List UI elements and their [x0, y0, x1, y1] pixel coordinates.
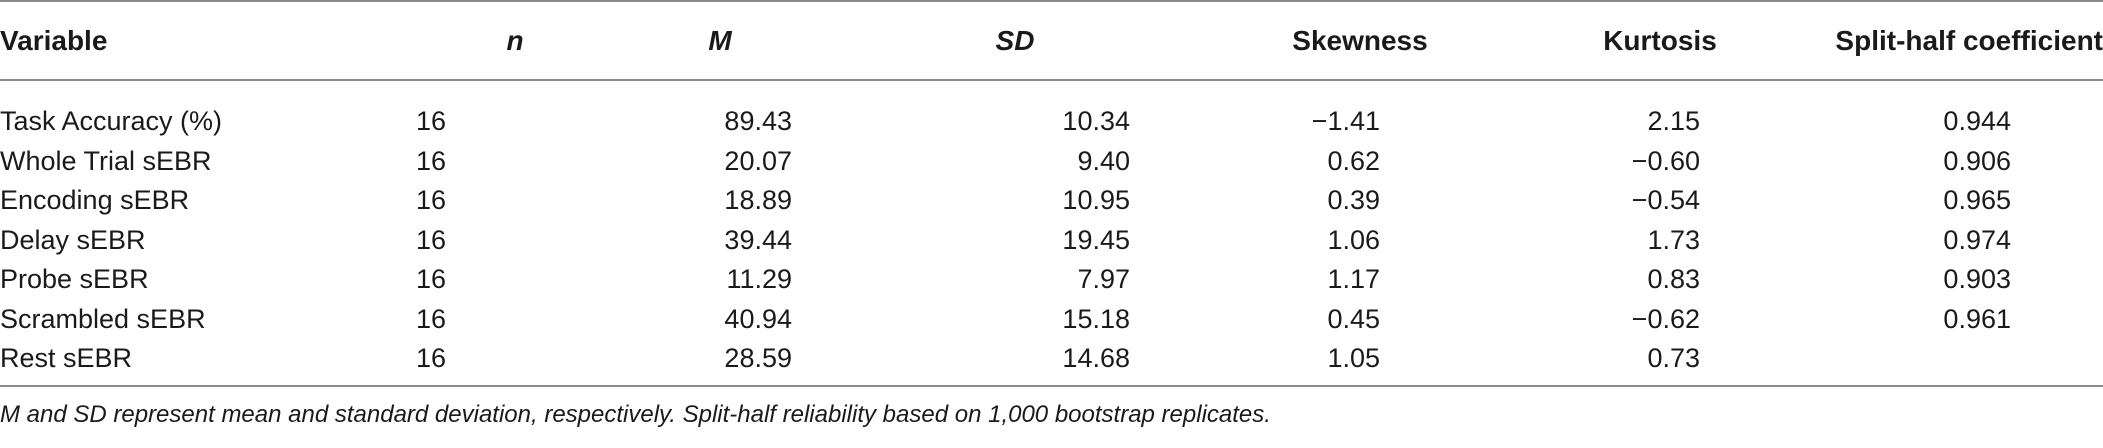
- cell-split-half: 0.903: [1943, 264, 2011, 295]
- cell-variable: Encoding sEBR: [0, 185, 190, 216]
- cell-kurtosis: −0.62: [1631, 303, 1700, 334]
- cell-kurtosis: 2.15: [1647, 106, 1700, 137]
- cell-kurtosis: −0.60: [1631, 145, 1700, 176]
- table-row: Scrambled sEBR 16 40.94 15.18 0.45 −0.62…: [0, 300, 2103, 340]
- cell-kurtosis: 0.83: [1647, 264, 1700, 295]
- table-row: Encoding sEBR 16 18.89 10.95 0.39 −0.54 …: [0, 181, 2103, 221]
- cell-skewness: 1.05: [1130, 339, 1440, 387]
- cell-n: 16: [416, 185, 447, 216]
- cell-variable: Whole Trial sEBR: [0, 145, 212, 176]
- table-header: Variable n M SD Skewness Kurtosis Split-…: [0, 0, 2103, 81]
- cell-m: 28.59: [580, 339, 840, 387]
- cell-skewness: 0.45: [1327, 303, 1380, 334]
- cell-variable: Delay sEBR: [0, 224, 146, 255]
- cell-n: 16: [416, 106, 447, 137]
- cell-split-half: 0.944: [1943, 106, 2011, 137]
- cell-n: 16: [416, 264, 447, 295]
- header-variable: Variable: [0, 0, 400, 81]
- cell-split-half: 0.965: [1943, 185, 2011, 216]
- cell-split-half: 0.974: [1943, 224, 2011, 255]
- cell-kurtosis: −0.54: [1631, 185, 1700, 216]
- cell-m: 20.07: [724, 145, 792, 176]
- descriptive-statistics-table-container: Variable n M SD Skewness Kurtosis Split-…: [0, 0, 2103, 428]
- table-row: Rest sEBR 16 28.59 14.68 1.05 0.73: [0, 339, 2103, 387]
- cell-skewness: −1.41: [1311, 106, 1380, 137]
- cell-kurtosis: 0.73: [1440, 339, 1740, 387]
- cell-split-half: 0.961: [1943, 303, 2011, 334]
- cell-skewness: 0.39: [1327, 185, 1380, 216]
- table-row: Delay sEBR 16 39.44 19.45 1.06 1.73 0.97…: [0, 221, 2103, 261]
- cell-sd: 7.97: [1077, 264, 1130, 295]
- cell-sd: 10.95: [1062, 185, 1130, 216]
- cell-n: 16: [416, 224, 447, 255]
- cell-m: 18.89: [724, 185, 792, 216]
- cell-m: 89.43: [724, 106, 792, 137]
- header-kurtosis: Kurtosis: [1440, 0, 1740, 81]
- cell-n: 16: [400, 339, 580, 387]
- descriptive-statistics-table: Variable n M SD Skewness Kurtosis Split-…: [0, 0, 2103, 387]
- cell-skewness: 1.06: [1327, 224, 1380, 255]
- cell-m: 11.29: [726, 264, 792, 295]
- header-m: M: [580, 0, 840, 81]
- cell-variable: Scrambled sEBR: [0, 303, 206, 334]
- cell-m: 40.94: [724, 303, 792, 334]
- cell-sd: 15.18: [1062, 303, 1130, 334]
- table-row: Task Accuracy (%) 16 89.43 10.34 −1.41 2…: [0, 80, 2103, 142]
- table-row: Probe sEBR 16 11.29 7.97 1.17 0.83 0.903: [0, 260, 2103, 300]
- cell-variable: Rest sEBR: [0, 339, 400, 387]
- cell-sd: 19.45: [1062, 224, 1130, 255]
- cell-skewness: 1.17: [1327, 264, 1380, 295]
- cell-n: 16: [416, 303, 447, 334]
- table-footnote: M and SD represent mean and standard dev…: [0, 400, 1271, 428]
- cell-split-half: 0.906: [1943, 145, 2011, 176]
- header-sd: SD: [840, 0, 1130, 81]
- header-skewness: Skewness: [1130, 0, 1440, 81]
- header-n: n: [400, 0, 580, 81]
- cell-kurtosis: 1.73: [1647, 224, 1700, 255]
- table-body: Task Accuracy (%) 16 89.43 10.34 −1.41 2…: [0, 80, 2103, 387]
- cell-variable: Task Accuracy (%): [0, 106, 223, 137]
- cell-sd: 14.68: [840, 339, 1130, 387]
- cell-skewness: 0.62: [1327, 145, 1380, 176]
- cell-m: 39.44: [724, 224, 792, 255]
- cell-n: 16: [416, 145, 447, 176]
- cell-sd: 10.34: [1062, 106, 1130, 137]
- header-row: Variable n M SD Skewness Kurtosis Split-…: [0, 0, 2103, 81]
- cell-sd: 9.40: [1077, 145, 1130, 176]
- header-split-half: Split-half coefficient: [1740, 0, 2103, 81]
- cell-split-half: [1740, 339, 2103, 387]
- cell-variable: Probe sEBR: [0, 264, 149, 295]
- table-row: Whole Trial sEBR 16 20.07 9.40 0.62 −0.6…: [0, 142, 2103, 182]
